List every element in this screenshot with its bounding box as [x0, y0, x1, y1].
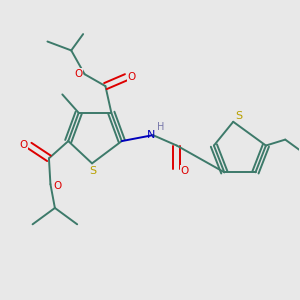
- Text: S: S: [235, 111, 242, 121]
- Text: O: O: [180, 166, 188, 176]
- Text: N: N: [146, 130, 155, 140]
- Text: O: O: [128, 72, 136, 82]
- Text: S: S: [89, 166, 96, 176]
- Text: H: H: [157, 122, 164, 132]
- Text: O: O: [54, 181, 62, 191]
- Text: O: O: [19, 140, 27, 150]
- Text: O: O: [74, 69, 82, 79]
